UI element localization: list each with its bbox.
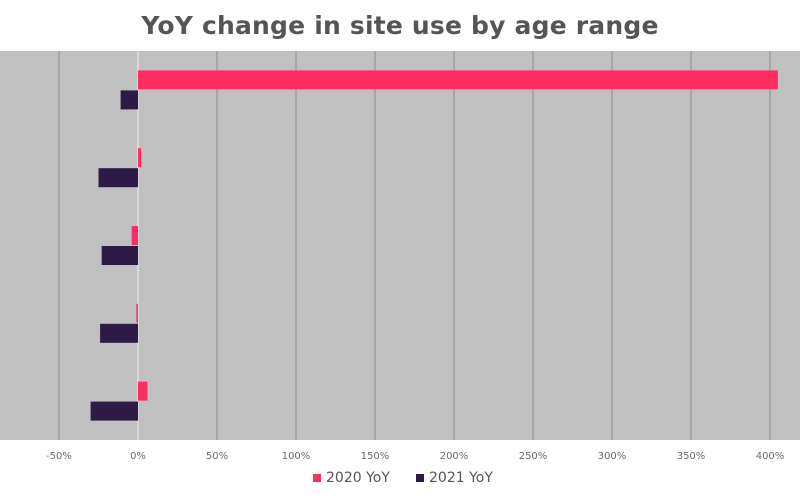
legend-label: 2020 YoY [326,470,390,486]
x-tick-label: 300% [598,451,627,462]
x-tick-label: 250% [519,451,548,462]
x-tick-label: 100% [282,451,311,462]
legend-swatch [313,474,321,482]
bar-2020-2 [131,226,138,245]
x-tick-label: 200% [440,451,469,462]
bar-2021-2 [101,246,138,265]
bar-2020-1 [138,148,142,168]
bar-2021-4 [90,401,138,421]
bar-2021-0 [120,90,138,110]
bar-2021-1 [98,168,138,188]
x-tick-label: -50% [46,451,72,462]
x-tick-label: 400% [756,451,785,462]
legend-label: 2021 YoY [429,470,493,486]
plot-area [0,51,800,440]
bar-2021-3 [100,323,138,343]
x-tick-label: 350% [677,451,706,462]
bar-2020-3 [136,303,138,323]
x-tick-label: 50% [206,451,228,462]
x-tick-label: 0% [130,451,146,462]
bar-2020-4 [138,381,148,401]
chart-title: YoY change in site use by age range [141,10,659,40]
legend-swatch [416,474,424,482]
x-tick-label: 150% [361,451,390,462]
bar-2020-0 [138,70,778,90]
